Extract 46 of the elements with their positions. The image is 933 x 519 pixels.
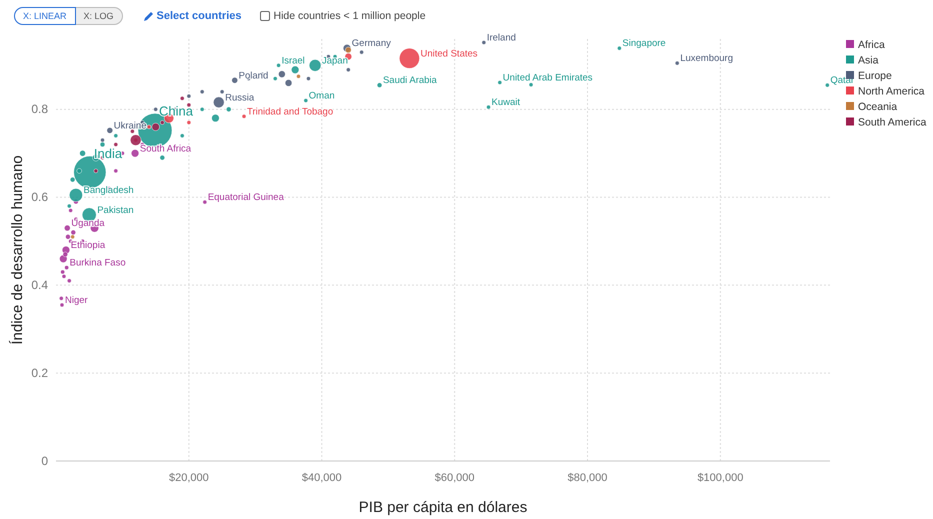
data-label: Kuwait [492,97,520,108]
data-label: Luxembourg [680,53,734,64]
text: Select countries [156,10,242,22]
text: X: LINEAR [14,7,76,25]
x-tick-label: $60,000 [434,472,475,484]
data-label: Burkina Faso [70,258,126,269]
legend-label: Africa [858,39,885,51]
y-tick-label: 0 [41,454,48,468]
data-label: India [94,146,123,162]
data-label: Ethiopia [70,240,106,251]
x-tick-label: $20,000 [168,472,209,484]
data-label: Ireland [486,32,516,44]
data-label: South Africa [140,143,192,154]
text: X: LOG [76,7,123,25]
data-label: Pakistan [97,204,134,216]
data-label: Equatorial Guinea [208,192,285,204]
x-tick-label: $40,000 [302,472,342,484]
legend-label: Europe [858,70,892,82]
y-tick-label: 0.8 [31,102,48,116]
data-label: Uganda [71,218,106,230]
data-label: Germany [352,38,392,50]
data-label: Bangladesh [84,185,134,196]
text: Hide countries < 1 million people [274,10,426,22]
x-axis-title: PIB per cápita en dólares [358,499,528,516]
data-label: United Arab Emirates [502,72,593,84]
data-label: Japan [322,55,348,66]
data-label: Saudi Arabia [382,75,438,86]
x-tick-label: $100,000 [697,472,744,484]
data-label: China [158,103,194,118]
legend-label: North America [858,86,925,98]
data-label: Niger [64,294,88,306]
y-tick-label: 0.2 [31,366,48,380]
data-label: Trinidad and Tobago [247,106,334,118]
y-tick-label: 0.6 [31,190,48,204]
legend-label: Asia [858,54,879,66]
data-label: Oman [308,90,335,102]
data-label: Singapore [622,38,666,50]
x-tick-label: $80,000 [568,472,608,484]
y-tick-label: 0.4 [31,278,48,292]
data-label: Poland [238,70,268,82]
data-label: Russia [225,92,255,104]
data-label: United States [420,48,478,60]
legend-label: South America [858,116,926,128]
legend-label: Oceania [858,101,898,113]
data-label: Israel [282,55,305,66]
y-axis-title: Índice de desarrollo humano [8,155,26,345]
